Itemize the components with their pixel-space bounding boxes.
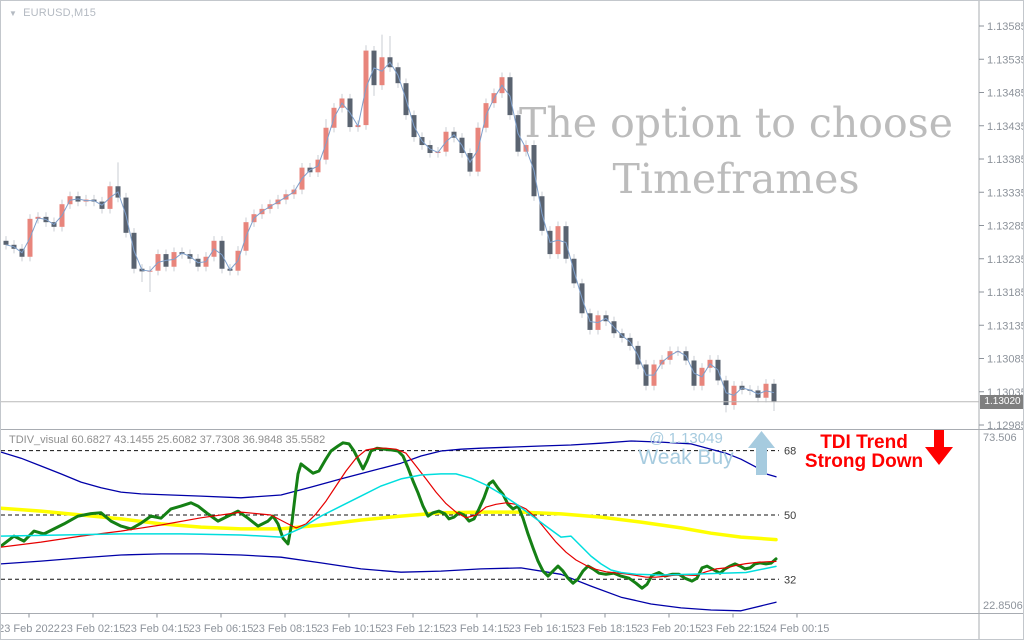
price-tick-label: 1.13585 <box>987 21 1024 33</box>
price-tick-label: 1.13235 <box>987 254 1024 266</box>
chevron-down-icon: ▼ <box>9 8 18 18</box>
slow_trend_line-line <box>1 473 777 576</box>
time-tick-label: 23 Feb 16:15 <box>509 623 574 635</box>
watermark-line2: Timeframes <box>612 155 860 203</box>
indicator-scale-bottom: 22.8506 <box>983 600 1023 612</box>
time-tick-label: 23 Feb 2022 <box>1 623 60 635</box>
time-tick-label: 23 Feb 04:15 <box>125 623 190 635</box>
price-tick-label: 1.13285 <box>987 221 1024 233</box>
time-tick-label: 23 Feb 08:15 <box>253 623 318 635</box>
time-tick-label: 23 Feb 14:15 <box>445 623 510 635</box>
tdi-trend-annotation: TDI Trend Strong Down <box>798 433 930 471</box>
candle-body <box>3 240 9 245</box>
current-price-badge: 1.13020 <box>980 394 1023 409</box>
up-arrow-icon <box>748 431 775 475</box>
price-tick-label: 1.12985 <box>987 420 1024 432</box>
indicator-level-label: 68 <box>784 446 796 458</box>
trend-line2: Strong Down <box>804 451 924 472</box>
time-tick-label: 23 Feb 06:15 <box>189 623 254 635</box>
indicator-scale-top: 73.506 <box>983 432 1017 444</box>
candle-body <box>771 383 777 402</box>
signal-text: Weak Buy <box>638 446 734 469</box>
time-tick-label: 23 Feb 02:15 <box>61 623 126 635</box>
volatility_band_upper-line <box>1 440 777 499</box>
time-tick-label: 23 Feb 22:15 <box>701 623 766 635</box>
price-tick-label: 1.13435 <box>987 121 1024 133</box>
indicator-level-label: 50 <box>784 510 796 522</box>
symbol-text: EURUSD,M15 <box>23 7 97 19</box>
symbol-timeframe-label[interactable]: ▼ EURUSD,M15 <box>9 7 96 19</box>
down-arrow-icon <box>925 430 953 465</box>
watermark-line1: The option to choose <box>519 99 953 147</box>
price-tick-label: 1.13385 <box>987 154 1024 166</box>
price-tick-label: 1.13085 <box>987 354 1024 366</box>
trend-line1: TDI Trend <box>820 432 908 453</box>
price-tick-label: 1.13535 <box>987 54 1024 66</box>
volatility_band_lower-line <box>1 553 777 612</box>
time-tick-label: 24 Feb 00:15 <box>765 623 830 635</box>
market_base_line-line <box>1 506 778 542</box>
signal-price-text: @ 1.13049 <box>649 430 723 447</box>
time-tick-label: 23 Feb 18:15 <box>573 623 638 635</box>
price-tick-label: 1.13335 <box>987 187 1024 199</box>
time-tick-label: 23 Feb 20:15 <box>637 623 702 635</box>
ma-line <box>5 61 775 396</box>
indicator-values-label: TDIV_visual 60.6827 43.1455 25.6082 37.7… <box>9 434 326 446</box>
weak-buy-annotation: @ 1.13049 Weak Buy <box>613 430 759 469</box>
time-tick-label: 23 Feb 12:15 <box>381 623 446 635</box>
price-tick-label: 1.13485 <box>987 88 1024 100</box>
indicator-level-label: 32 <box>784 574 796 586</box>
price-tick-label: 1.13135 <box>987 320 1024 332</box>
price-tick-label: 1.13185 <box>987 287 1024 299</box>
time-tick-label: 23 Feb 10:15 <box>317 623 382 635</box>
